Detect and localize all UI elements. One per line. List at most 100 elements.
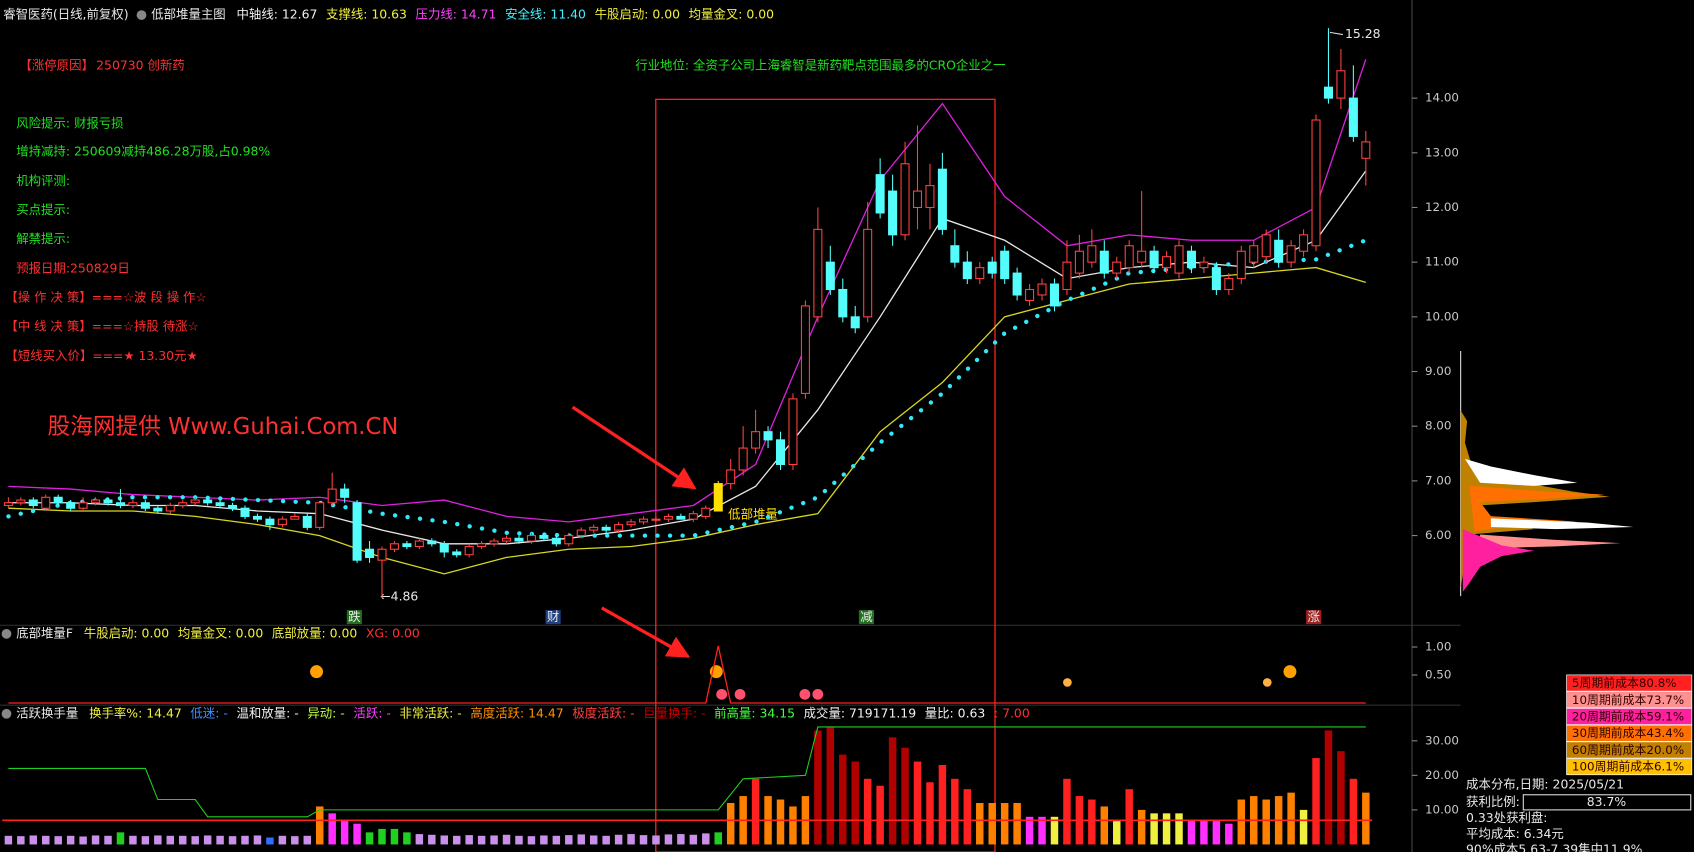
bar [291, 836, 299, 845]
candle-body [726, 469, 736, 485]
bar [839, 754, 847, 845]
bar [976, 802, 984, 845]
candle-body [975, 267, 985, 280]
candle-body [1137, 250, 1147, 263]
candle-body [763, 431, 773, 441]
bar [340, 820, 349, 845]
candle-body [526, 535, 536, 542]
bar [1100, 806, 1109, 845]
signal-icon [1262, 678, 1272, 687]
info-text: 买点提示: [16, 202, 70, 217]
candle-body [1162, 256, 1172, 269]
bar [714, 832, 722, 845]
candle-body [888, 190, 898, 236]
bar [353, 823, 361, 845]
bar [565, 835, 573, 845]
signal-icon [799, 688, 811, 700]
panel-stat: 底部放量: 0.00 [272, 625, 357, 640]
panel-stat: 中轴线: 12.67 [237, 7, 318, 22]
y-tick-label: 11.00 [1425, 255, 1459, 269]
candle-body [1000, 250, 1010, 280]
candle-body [16, 499, 26, 504]
panel-icon [1, 629, 12, 639]
bar [1187, 820, 1196, 845]
candle-body [825, 261, 835, 291]
candle-body [576, 529, 586, 537]
bar [403, 832, 411, 845]
bar [428, 834, 436, 845]
bar [1162, 813, 1171, 845]
bar [851, 761, 859, 845]
panel-icon [136, 10, 147, 20]
bar [29, 835, 38, 845]
price-annotation: ←4.86 [380, 589, 418, 604]
candle-body [688, 513, 698, 520]
bar [951, 778, 959, 845]
indicator-line [8, 266, 1366, 575]
panel-stat: 极度活跃: - [572, 705, 634, 720]
candle-body [302, 515, 312, 528]
candle-body [626, 521, 636, 526]
candle-body [1074, 250, 1084, 274]
price-annotation: 15.28 [1345, 26, 1381, 41]
bar [502, 834, 511, 845]
y-tick-label: 6.00 [1425, 528, 1451, 542]
candle-body [875, 174, 885, 214]
candle-body [1112, 261, 1122, 274]
candle-body [203, 499, 213, 504]
panel-stat: 异动: - [307, 705, 344, 720]
panel-title: 活跃换手量 [16, 705, 78, 720]
candle-body [1199, 261, 1209, 269]
panel-stat: 温和放量: - [236, 705, 298, 720]
indicator-line [8, 59, 1367, 523]
candle-body [937, 168, 947, 230]
info-text: 解禁提示: [16, 231, 70, 246]
bar [228, 836, 237, 845]
chip-legend-swatch [1566, 741, 1693, 759]
bar [926, 782, 934, 845]
annotation-leader [1329, 31, 1343, 36]
y-tick-label: 8.00 [1425, 419, 1451, 433]
bar [91, 835, 100, 845]
y-tick-label: 13.00 [1425, 145, 1459, 159]
candle-body [290, 515, 300, 520]
bar [1287, 792, 1295, 845]
bar [1262, 799, 1270, 845]
bar [639, 835, 648, 845]
y-tick-label: 20.00 [1425, 768, 1459, 782]
candle-body [489, 540, 499, 545]
bar [577, 834, 585, 845]
candle-body [1025, 288, 1035, 301]
candle-body [103, 499, 113, 504]
bar [751, 778, 760, 845]
candle-body [1037, 283, 1047, 296]
panel-stat: 活跃: - [353, 705, 390, 720]
candle-body [962, 261, 972, 280]
y-tick-label: 10.00 [1425, 309, 1459, 323]
bar [4, 835, 13, 845]
arrow [571, 405, 697, 490]
bar [203, 835, 212, 845]
candle-body [128, 502, 138, 507]
y-tick-label: 0.50 [1425, 668, 1451, 682]
candle-body [228, 504, 238, 509]
bar [303, 835, 312, 845]
candle-body [676, 515, 686, 520]
event-label: 减 [860, 609, 873, 624]
bar [876, 785, 884, 845]
chip-legend-label: 5周期前成本80.8% [1572, 676, 1677, 690]
panel-stat: 均量金叉: 0.00 [178, 625, 263, 640]
candle-body [265, 518, 275, 526]
chip-legend-label: 60周期前成本20.0% [1572, 743, 1684, 757]
bar [702, 833, 710, 845]
candle-body [327, 488, 337, 504]
chip-legend-label: 10周期前成本73.7% [1572, 693, 1684, 707]
bar [1000, 802, 1009, 845]
bar [726, 802, 735, 845]
candle-body [800, 305, 810, 394]
candle-body [53, 496, 63, 504]
info-label: 【涨停原因】 [19, 57, 93, 72]
bar [179, 835, 187, 845]
candle-body [663, 515, 673, 520]
candle-body [539, 535, 549, 539]
